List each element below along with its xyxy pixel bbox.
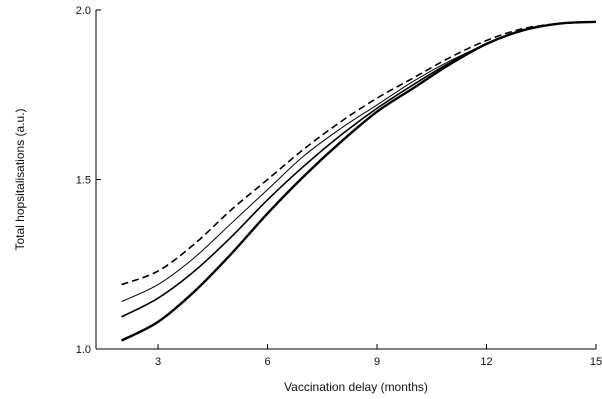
y-tick-label: 1.0	[76, 344, 91, 356]
series-line-thick	[121, 20, 597, 342]
x-tick-label: 15	[590, 356, 602, 368]
x-axis-label: Vaccination delay (months)	[284, 380, 428, 394]
series-group	[121, 20, 597, 342]
x-tick-label: 3	[155, 356, 161, 368]
series-line-medium	[121, 21, 597, 318]
x-tick-label: 6	[264, 356, 270, 368]
y-ticks: 1.0 1.5 2.0	[76, 5, 101, 356]
x-ticks: 3 6 9 12 15	[155, 344, 602, 368]
axes	[95, 10, 596, 350]
y-tick-label: 1.5	[76, 175, 91, 187]
series-line-dashed	[121, 21, 597, 286]
series-line-thin	[121, 21, 597, 302]
x-tick-label: 12	[480, 356, 492, 368]
y-axis-label: Total hopsitalisations (a.u.)	[13, 108, 27, 250]
y-tick-label: 2.0	[76, 5, 91, 17]
x-tick-label: 9	[374, 356, 380, 368]
